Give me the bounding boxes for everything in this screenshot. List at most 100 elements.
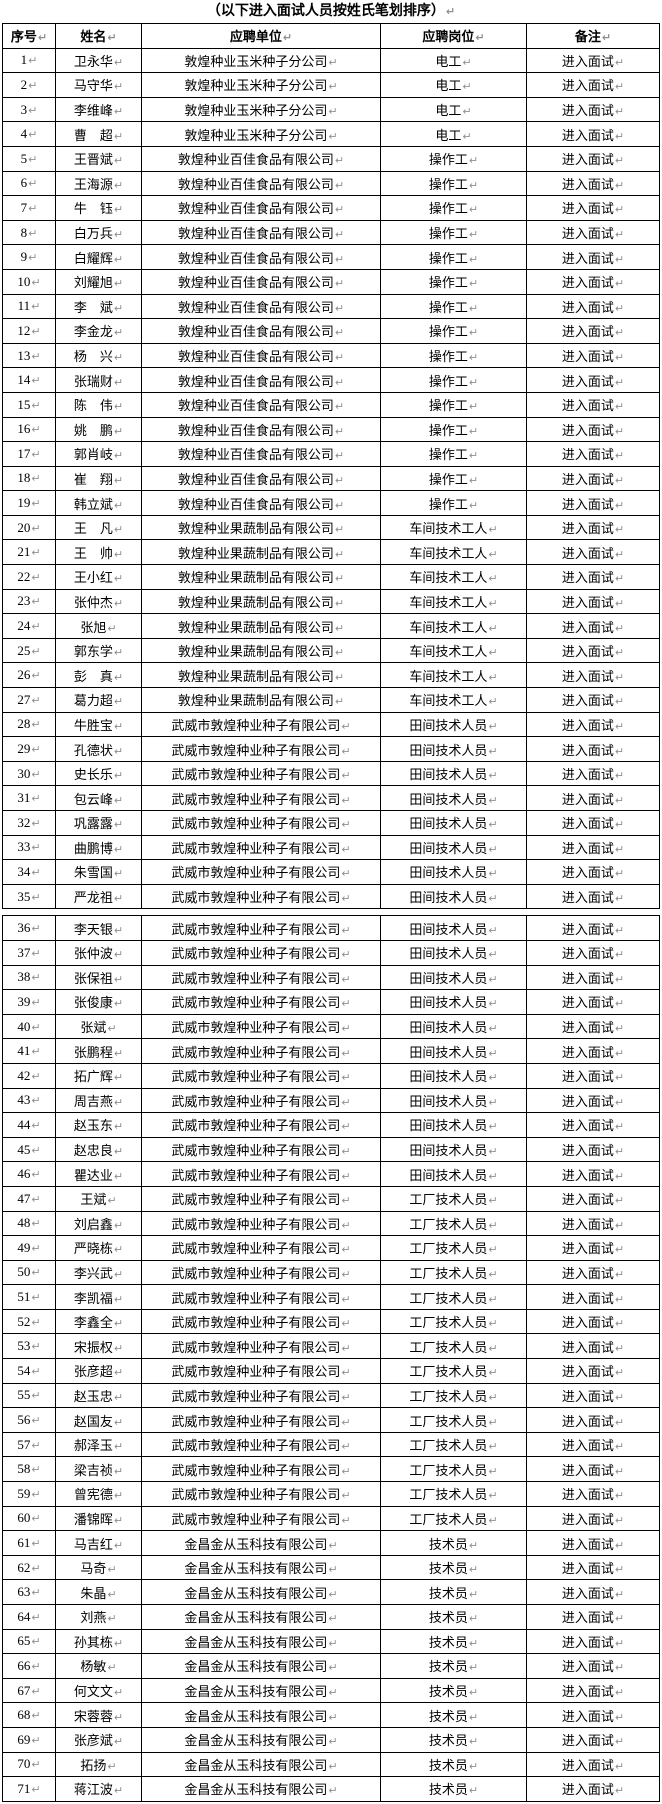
cell-position-text: 技术员 xyxy=(428,1659,468,1675)
cell-end-mark-icon: ↵ xyxy=(31,1586,41,1600)
cell-end-mark-icon: ↵ xyxy=(113,473,124,487)
cell-name: 李 斌↵ xyxy=(55,293,142,320)
cell-end-mark-icon: ↵ xyxy=(31,1512,41,1526)
cell-company-text: 武威市敦煌种业种子有限公司 xyxy=(171,816,341,832)
cell-position-text: 工厂技术人员 xyxy=(409,1339,488,1355)
cell-company: 敦煌种业百佳食品有限公司↵ xyxy=(141,145,381,172)
cell-name-text: 杨敏 xyxy=(80,1659,107,1675)
cell-end-mark-icon: ↵ xyxy=(113,1366,124,1380)
cell-position: 操作工↵ xyxy=(380,465,527,492)
cell-company: 武威市敦煌种业种子有限公司↵ xyxy=(141,859,381,885)
cell-no: 32↵ xyxy=(2,810,56,836)
cell-name: 赵玉东↵ xyxy=(55,1112,142,1138)
cell-company-text: 金昌金从玉科技有限公司 xyxy=(184,1585,328,1601)
cell-end-mark-icon: ↵ xyxy=(328,1759,338,1773)
cell-end-mark-icon: ↵ xyxy=(334,252,345,266)
cell-company-text: 敦煌种业百佳食品有限公司 xyxy=(177,275,334,291)
cell-end-mark-icon: ↵ xyxy=(113,547,124,561)
cell-end-mark-icon: ↵ xyxy=(488,1390,498,1404)
cell-company-text: 武威市敦煌种业种子有限公司 xyxy=(171,1290,341,1306)
table-header: 序号↵ 姓名↵ 应聘单位↵ 应聘岗位↵ 备注↵ xyxy=(2,23,660,49)
cell-company: 武威市敦煌种业种子有限公司↵ xyxy=(141,883,381,910)
table-row: 16↵ 姚 鹏↵ 敦煌种业百佳食品有限公司↵ 操作工↵ 进入面试↵ xyxy=(2,416,660,443)
cell-no-text: 9 xyxy=(20,249,28,265)
cell-remark: 进入面试↵ xyxy=(526,637,660,664)
cell-no-text: 38 xyxy=(17,969,31,985)
cell-position: 操作工↵ xyxy=(380,416,527,443)
cell-remark: 进入面试↵ xyxy=(526,1751,660,1778)
cell-company-text: 敦煌种业百佳食品有限公司 xyxy=(177,496,334,512)
cell-name-text: 李凯福 xyxy=(73,1290,113,1306)
cell-name-text: 孙其栋 xyxy=(73,1634,113,1650)
cell-position-text: 技术员 xyxy=(428,1708,468,1724)
cell-position-text: 操作工 xyxy=(428,201,468,217)
cell-end-mark-icon: ↵ xyxy=(468,154,479,168)
cell-company: 武威市敦煌种业种子有限公司↵ xyxy=(141,1505,381,1532)
cell-company: 金昌金从玉科技有限公司↵ xyxy=(141,1776,381,1802)
cell-end-mark-icon: ↵ xyxy=(468,351,479,365)
cell-position-text: 田间技术人员 xyxy=(409,1118,488,1134)
cell-end-mark-icon: ↵ xyxy=(468,1587,479,1601)
cell-end-mark-icon: ↵ xyxy=(113,252,124,266)
cell-end-mark-icon: ↵ xyxy=(31,497,41,511)
cell-remark: 进入面试↵ xyxy=(526,268,660,295)
cell-name: 杨敏↵ xyxy=(55,1653,142,1679)
cell-remark: 进入面试↵ xyxy=(526,810,660,836)
cell-name-text: 王 凡 xyxy=(73,521,113,537)
cell-end-mark-icon: ↵ xyxy=(113,572,124,586)
cell-company: 武威市敦煌种业种子有限公司↵ xyxy=(141,939,381,966)
cell-position: 技术员↵ xyxy=(380,1653,527,1679)
cell-remark: 进入面试↵ xyxy=(526,1554,660,1581)
cell-end-mark-icon: ↵ xyxy=(614,719,625,733)
cell-name: 朱晶↵ xyxy=(55,1579,142,1605)
cell-remark: 进入面试↵ xyxy=(526,760,660,787)
table-row: 46↵ 瞿达业↵ 武威市敦煌种业种子有限公司↵ 田间技术人员↵ 进入面试↵ xyxy=(2,1161,660,1187)
cell-end-mark-icon: ↵ xyxy=(341,948,351,962)
cell-position: 田间技术人员↵ xyxy=(380,964,527,991)
cell-name-text: 张斌 xyxy=(80,1020,107,1036)
cell-end-mark-icon: ↵ xyxy=(31,1340,41,1354)
cell-no: 64↵ xyxy=(2,1604,56,1630)
cell-name-text: 曲鹏博 xyxy=(73,840,113,856)
cell-company-text: 武威市敦煌种业种子有限公司 xyxy=(171,840,341,856)
cell-position: 车间技术工人↵ xyxy=(380,662,527,689)
cell-company: 金昌金从玉科技有限公司↵ xyxy=(141,1628,381,1655)
table-row: 9↵ 白耀辉↵ 敦煌种业百佳食品有限公司↵ 操作工↵ 进入面试↵ xyxy=(2,244,660,270)
cell-end-mark-icon: ↵ xyxy=(614,547,625,561)
cell-company: 金昌金从玉科技有限公司↵ xyxy=(141,1604,381,1630)
cell-end-mark-icon: ↵ xyxy=(113,1046,124,1060)
cell-end-mark-icon: ↵ xyxy=(468,326,479,340)
cell-end-mark-icon: ↵ xyxy=(113,449,124,463)
cell-no-text: 66 xyxy=(17,1657,31,1673)
cell-end-mark-icon: ↵ xyxy=(113,203,124,217)
cell-end-mark-icon: ↵ xyxy=(31,275,41,289)
cell-end-mark-icon: ↵ xyxy=(468,1710,479,1724)
cell-end-mark-icon: ↵ xyxy=(468,449,479,463)
document-title-text: （以下进入面试人员按姓氏笔划排序） xyxy=(206,4,445,19)
cell-no-text: 51 xyxy=(17,1289,31,1305)
cell-position-text: 田间技术人员 xyxy=(409,970,488,986)
cell-company: 武威市敦煌种业种子有限公司↵ xyxy=(141,810,381,836)
cell-end-mark-icon: ↵ xyxy=(614,301,625,315)
cell-remark-text: 进入面试 xyxy=(561,176,614,192)
cell-company-text: 金昌金从玉科技有限公司 xyxy=(184,1733,328,1749)
cell-company: 金昌金从玉科技有限公司↵ xyxy=(141,1751,381,1778)
cell-name-text: 瞿达业 xyxy=(73,1167,113,1183)
cell-end-mark-icon: ↵ xyxy=(341,1046,351,1060)
cell-position-text: 操作工 xyxy=(428,447,468,463)
cell-name-text: 韩立斌 xyxy=(73,496,113,512)
cell-name-text: 卫永华 xyxy=(73,53,113,69)
cell-end-mark-icon: ↵ xyxy=(28,103,38,117)
cell-position-text: 技术员 xyxy=(428,1610,468,1626)
cell-no-text: 59 xyxy=(17,1485,31,1501)
cell-no: 52↵ xyxy=(2,1308,56,1335)
cell-no: 31↵ xyxy=(2,785,56,811)
table-row: 41↵ 张鹏程↵ 武威市敦煌种业种子有限公司↵ 田间技术人员↵ 进入面试↵ xyxy=(2,1038,660,1064)
cell-remark-text: 进入面试 xyxy=(561,201,614,217)
cell-company-text: 武威市敦煌种业种子有限公司 xyxy=(171,921,341,937)
cell-name-text: 宋振权 xyxy=(73,1339,113,1355)
cell-name-text: 崔 翔 xyxy=(73,471,113,487)
cell-name-text: 严龙祖 xyxy=(73,890,113,906)
cell-company: 敦煌种业百佳食品有限公司↵ xyxy=(141,293,381,320)
cell-company: 武威市敦煌种业种子有限公司↵ xyxy=(141,1308,381,1335)
